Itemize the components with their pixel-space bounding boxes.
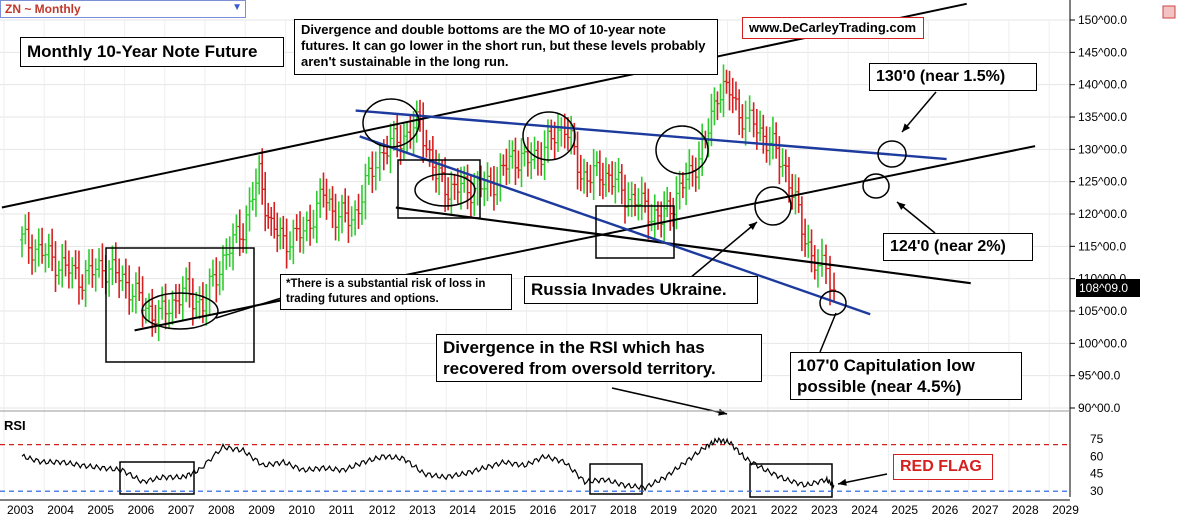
x-tick-label: 2027 bbox=[972, 503, 999, 517]
circle-2012-top bbox=[362, 98, 420, 148]
x-tick-label: 2020 bbox=[690, 503, 717, 517]
circle-2021 bbox=[754, 186, 792, 226]
trendline-blue-lower bbox=[359, 135, 871, 316]
circle-2014 bbox=[414, 173, 476, 207]
current-price-tag: 108^09.0 bbox=[1076, 279, 1140, 297]
x-tick-label: 2018 bbox=[610, 503, 637, 517]
x-tick-label: 2017 bbox=[570, 503, 597, 517]
circle-2016-top bbox=[522, 111, 576, 161]
y-tick-label: 125^00.0 bbox=[1078, 175, 1127, 189]
box-2013-2014 bbox=[397, 159, 481, 219]
circle-130 bbox=[877, 140, 907, 168]
arrow-124-head bbox=[897, 202, 906, 210]
x-tick-label: 2008 bbox=[208, 503, 235, 517]
trendline-falling-black bbox=[395, 206, 971, 285]
x-tick-label: 2004 bbox=[47, 503, 74, 517]
x-tick-label: 2024 bbox=[851, 503, 878, 517]
x-tick-label: 2005 bbox=[87, 503, 114, 517]
circle-2007 bbox=[141, 292, 219, 330]
rsi-label: RSI bbox=[4, 418, 26, 433]
risk-disclaimer: *There is a substantial risk of loss in … bbox=[280, 274, 512, 310]
rsi-line bbox=[21, 437, 835, 492]
y-tick-label: 95^00.0 bbox=[1078, 369, 1121, 383]
x-tick-label: 2019 bbox=[650, 503, 677, 517]
x-tick-label: 2009 bbox=[248, 503, 275, 517]
rsi-tick-label: 75 bbox=[1090, 432, 1104, 446]
pointer-risk bbox=[215, 295, 289, 319]
arrow-red-flag bbox=[837, 473, 888, 485]
x-tick-label: 2012 bbox=[369, 503, 396, 517]
chart-title: Monthly 10-Year Note Future bbox=[20, 37, 284, 67]
rsi-tick-label: 60 bbox=[1090, 449, 1104, 463]
x-tick-label: 2007 bbox=[168, 503, 195, 517]
arrow-rsi bbox=[611, 387, 728, 415]
x-tick-label: 2026 bbox=[932, 503, 959, 517]
x-tick-label: 2028 bbox=[1012, 503, 1039, 517]
x-tick-label: 2013 bbox=[409, 503, 436, 517]
box-2018 bbox=[595, 205, 675, 259]
chevron-down-icon[interactable]: ▼ bbox=[232, 2, 242, 13]
x-tick-label: 2021 bbox=[731, 503, 758, 517]
capitulation-label: 107'0 Capitulation low possible (near 4.… bbox=[790, 352, 1022, 400]
label-130: 130'0 (near 1.5%) bbox=[869, 63, 1037, 91]
y-tick-label: 100^00.0 bbox=[1078, 336, 1127, 350]
y-tick-label: 150^00.0 bbox=[1078, 13, 1127, 27]
trendline-blue-upper bbox=[355, 109, 947, 161]
symbol-label: ZN ~ Monthly bbox=[5, 2, 81, 16]
x-tick-label: 2016 bbox=[530, 503, 557, 517]
divergence-note: Divergence and double bottoms are the MO… bbox=[294, 19, 718, 75]
pointer-capitulation bbox=[819, 312, 837, 353]
corner-marker bbox=[1162, 5, 1176, 19]
x-tick-label: 2025 bbox=[891, 503, 918, 517]
y-tick-label: 105^00.0 bbox=[1078, 304, 1127, 318]
box-2006-2008 bbox=[105, 247, 255, 363]
arrow-russia bbox=[689, 221, 758, 279]
arrow-russia-head bbox=[748, 222, 757, 231]
label-124: 124'0 (near 2%) bbox=[883, 233, 1033, 261]
circle-124 bbox=[862, 173, 890, 199]
x-tick-label: 2010 bbox=[288, 503, 315, 517]
y-tick-label: 130^00.0 bbox=[1078, 142, 1127, 156]
x-tick-label: 2022 bbox=[771, 503, 798, 517]
symbol-selector[interactable]: ZN ~ Monthly ▼ bbox=[0, 0, 246, 18]
website-label: www.DeCarleyTrading.com bbox=[742, 17, 924, 39]
x-tick-label: 2006 bbox=[128, 503, 155, 517]
rsi-tick-label: 45 bbox=[1090, 467, 1104, 481]
x-tick-label: 2011 bbox=[329, 503, 355, 517]
box-rsi-2006 bbox=[119, 461, 195, 495]
circle-2019 bbox=[655, 125, 709, 175]
russia-label: Russia Invades Ukraine. bbox=[524, 276, 758, 304]
y-tick-label: 120^00.0 bbox=[1078, 207, 1127, 221]
x-tick-label: 2029 bbox=[1052, 503, 1079, 517]
arrow-red-flag-head bbox=[838, 478, 847, 486]
y-tick-label: 140^00.0 bbox=[1078, 78, 1127, 92]
x-tick-label: 2003 bbox=[7, 503, 34, 517]
box-rsi-2018 bbox=[589, 463, 643, 495]
rsi-tick-label: 30 bbox=[1090, 484, 1104, 498]
y-tick-label: 145^00.0 bbox=[1078, 45, 1127, 59]
y-tick-label: 115^00.0 bbox=[1078, 239, 1126, 253]
circle-107 bbox=[819, 290, 847, 316]
arrow-130 bbox=[901, 91, 937, 133]
y-tick-label: 90^00.0 bbox=[1078, 401, 1121, 415]
x-tick-label: 2015 bbox=[489, 503, 516, 517]
arrow-130-head bbox=[902, 123, 911, 132]
red-flag-label: RED FLAG bbox=[893, 454, 993, 480]
arrow-rsi-head bbox=[718, 408, 727, 416]
y-tick-label: 135^00.0 bbox=[1078, 110, 1127, 124]
rsi-note: Divergence in the RSI which has recovere… bbox=[436, 334, 762, 382]
box-rsi-2022 bbox=[749, 463, 833, 498]
x-tick-label: 2014 bbox=[449, 503, 476, 517]
x-tick-label: 2023 bbox=[811, 503, 838, 517]
